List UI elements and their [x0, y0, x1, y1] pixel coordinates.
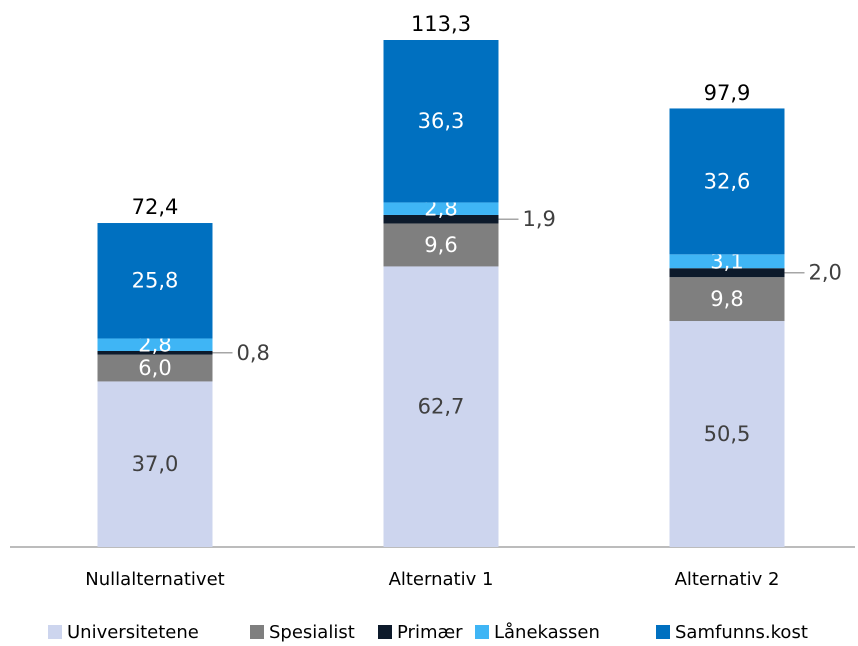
legend-swatch — [378, 625, 392, 639]
legend-label: Primær — [397, 622, 463, 643]
total-label: 113,3 — [411, 12, 471, 36]
bar-segment — [669, 108, 785, 255]
bar-segment — [669, 268, 785, 278]
bar-segment — [97, 354, 213, 382]
data-label: 1,9 — [523, 207, 556, 231]
bar-segment — [97, 381, 213, 547]
data-label: 2,0 — [809, 261, 842, 285]
bar-segment — [97, 351, 213, 355]
x-tick-label: Alternativ 1 — [389, 569, 494, 590]
x-tick-label: Alternativ 2 — [675, 569, 780, 590]
x-tick-label: Nullalternativet — [85, 569, 224, 590]
bar-segment — [669, 321, 785, 547]
data-label: 9,8 — [710, 287, 743, 311]
total-label: 72,4 — [132, 195, 179, 219]
data-label: 0,8 — [237, 341, 270, 365]
data-label: 9,6 — [424, 233, 457, 257]
bar-segment — [669, 254, 785, 269]
bar-segment — [383, 40, 499, 203]
data-label: 37,0 — [132, 452, 179, 476]
legend-label: Spesialist — [269, 622, 355, 643]
data-label: 25,8 — [132, 269, 179, 293]
bar-segment — [97, 338, 213, 352]
bar-segment — [669, 277, 785, 322]
data-label: 50,5 — [704, 422, 751, 446]
bar-segment — [383, 223, 499, 267]
legend-label: Lånekassen — [494, 622, 600, 643]
legend-swatch — [475, 625, 489, 639]
data-label: 6,0 — [138, 356, 171, 380]
total-label: 97,9 — [704, 81, 751, 105]
data-label: 32,6 — [704, 169, 751, 193]
data-label: 36,3 — [418, 109, 465, 133]
bar-segment — [383, 202, 499, 215]
legend-swatch — [656, 625, 670, 639]
legend-label: Samfunns.kost — [675, 622, 808, 643]
legend-label: Universitetene — [67, 622, 199, 643]
bar-segment — [383, 214, 499, 224]
data-label: 62,7 — [418, 395, 465, 419]
bar-segment — [97, 223, 213, 339]
legend-swatch — [48, 625, 62, 639]
legend-swatch — [250, 625, 264, 639]
bar-segment — [383, 266, 499, 547]
